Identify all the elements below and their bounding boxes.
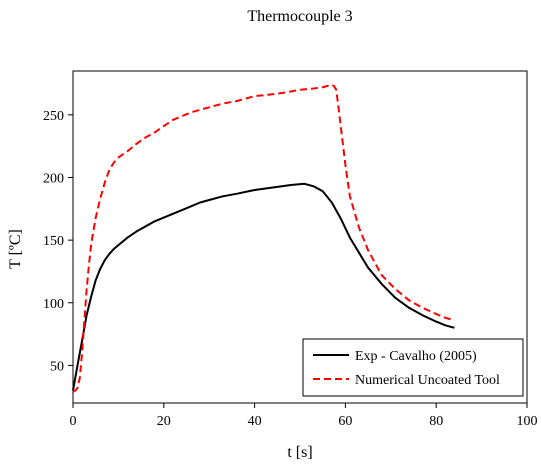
x-tick-label: 80 bbox=[429, 414, 443, 429]
legend-box bbox=[302, 338, 524, 397]
series-line-numerical bbox=[72, 83, 455, 393]
y-tick-label: 150 bbox=[43, 234, 64, 249]
y-tick-label: 200 bbox=[43, 171, 64, 186]
legend-label-exp: Exp - Cavalho (2005) bbox=[355, 349, 477, 364]
x-axis: 0 20 40 60 80 100 bbox=[70, 403, 538, 429]
y-tick-label: 100 bbox=[43, 297, 64, 312]
x-tick-label: 20 bbox=[157, 414, 171, 429]
x-tick-label: 40 bbox=[248, 414, 262, 429]
y-axis: 50 100 150 200 250 bbox=[43, 109, 73, 374]
y-tick-label: 250 bbox=[43, 109, 64, 124]
y-tick-label: 50 bbox=[50, 359, 64, 374]
plot-frame bbox=[72, 70, 528, 404]
y-axis-label: T [ºC] bbox=[7, 229, 24, 269]
chart-title: Thermocouple 3 bbox=[247, 8, 353, 25]
x-tick-label: 0 bbox=[70, 414, 77, 429]
series-layer bbox=[72, 83, 455, 393]
legend: Exp - Cavalho (2005) Numerical Uncoated … bbox=[302, 338, 524, 397]
legend-label-numerical: Numerical Uncoated Tool bbox=[355, 373, 500, 388]
x-tick-label: 100 bbox=[517, 414, 538, 429]
series-line-exp bbox=[72, 182, 455, 391]
x-axis-label: t [s] bbox=[287, 444, 313, 461]
x-tick-label: 60 bbox=[338, 414, 352, 429]
